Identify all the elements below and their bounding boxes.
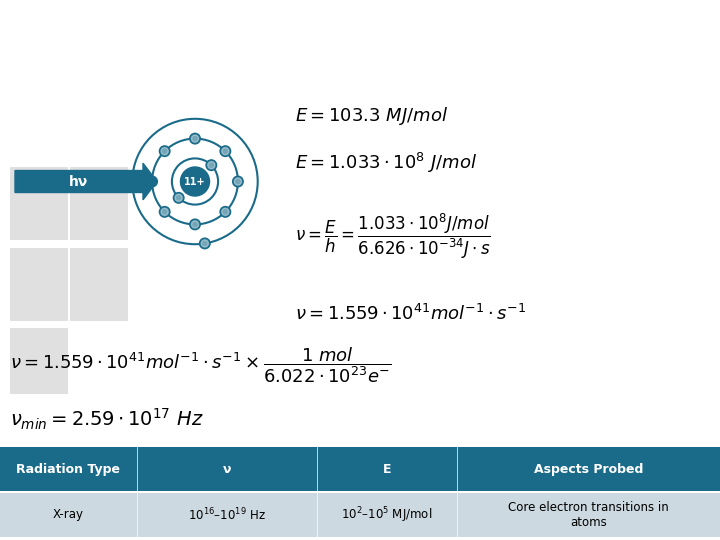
Bar: [0, 492, 137, 537]
Text: Removing Core Electrons: Removing Core Electrons: [18, 22, 411, 50]
Circle shape: [234, 178, 241, 185]
Text: hν: hν: [68, 174, 88, 188]
Bar: [457, 447, 720, 491]
Bar: [10, 328, 68, 394]
Text: E: E: [383, 463, 391, 476]
Circle shape: [161, 147, 168, 155]
Text: $10^{2}$–$10^{5}$ MJ/mol: $10^{2}$–$10^{5}$ MJ/mol: [341, 505, 433, 525]
Circle shape: [159, 146, 170, 157]
Bar: [457, 492, 720, 537]
Bar: [317, 447, 457, 491]
Circle shape: [199, 238, 210, 249]
Circle shape: [192, 135, 199, 142]
Text: Core electron transitions in
atoms: Core electron transitions in atoms: [508, 501, 669, 529]
Circle shape: [174, 193, 184, 203]
Circle shape: [147, 176, 158, 187]
Bar: [10, 247, 68, 321]
Bar: [137, 492, 317, 537]
Bar: [70, 167, 128, 240]
Circle shape: [175, 194, 182, 201]
Circle shape: [222, 208, 229, 215]
Circle shape: [159, 207, 170, 217]
Text: X-ray: X-ray: [53, 509, 84, 522]
Circle shape: [207, 161, 215, 169]
Text: $10^{16}$–$10^{19}$ Hz: $10^{16}$–$10^{19}$ Hz: [188, 507, 266, 523]
Circle shape: [181, 167, 210, 196]
FancyArrow shape: [15, 163, 157, 200]
Bar: [317, 492, 457, 537]
Circle shape: [220, 146, 230, 157]
Circle shape: [192, 221, 199, 228]
Text: $\nu_{min} = 2.59 \cdot 10^{17}\ \mathit{Hz}$: $\nu_{min} = 2.59 \cdot 10^{17}\ \mathit…: [10, 407, 204, 433]
Circle shape: [222, 147, 229, 155]
Text: ν: ν: [222, 463, 231, 476]
Text: Aspects Probed: Aspects Probed: [534, 463, 643, 476]
Text: $\nu = 1.559 \cdot 10^{41}\mathit{mol}^{-1} \cdot \mathit{s}^{-1}$: $\nu = 1.559 \cdot 10^{41}\mathit{mol}^{…: [295, 303, 526, 323]
Circle shape: [220, 207, 230, 217]
Circle shape: [201, 240, 208, 247]
Circle shape: [190, 219, 200, 230]
Bar: [0, 447, 137, 491]
Text: 11+: 11+: [184, 177, 206, 186]
Text: $E = 1.033 \cdot 10^{8}\ \mathit{J/mol}$: $E = 1.033 \cdot 10^{8}\ \mathit{J/mol}$: [295, 151, 477, 175]
Circle shape: [233, 176, 243, 187]
Circle shape: [206, 160, 217, 171]
Bar: [10, 167, 68, 240]
Text: $\nu = 1.559 \cdot 10^{41}\mathit{mol}^{-1} \cdot \mathit{s}^{-1} \times \dfrac{: $\nu = 1.559 \cdot 10^{41}\mathit{mol}^{…: [10, 345, 392, 384]
Text: Radiation Type: Radiation Type: [17, 463, 120, 476]
Bar: [137, 447, 317, 491]
Circle shape: [161, 208, 168, 215]
Bar: [70, 247, 128, 321]
Text: AP: AP: [660, 22, 702, 50]
Circle shape: [190, 133, 200, 144]
Text: $E = 103.3\ \mathit{MJ/mol}$: $E = 103.3\ \mathit{MJ/mol}$: [295, 105, 449, 126]
Text: $\nu = \dfrac{E}{h} = \dfrac{1.033 \cdot 10^{8}\mathit{J/mol}}{6.626 \cdot 10^{-: $\nu = \dfrac{E}{h} = \dfrac{1.033 \cdot…: [295, 212, 491, 261]
Circle shape: [148, 178, 156, 185]
